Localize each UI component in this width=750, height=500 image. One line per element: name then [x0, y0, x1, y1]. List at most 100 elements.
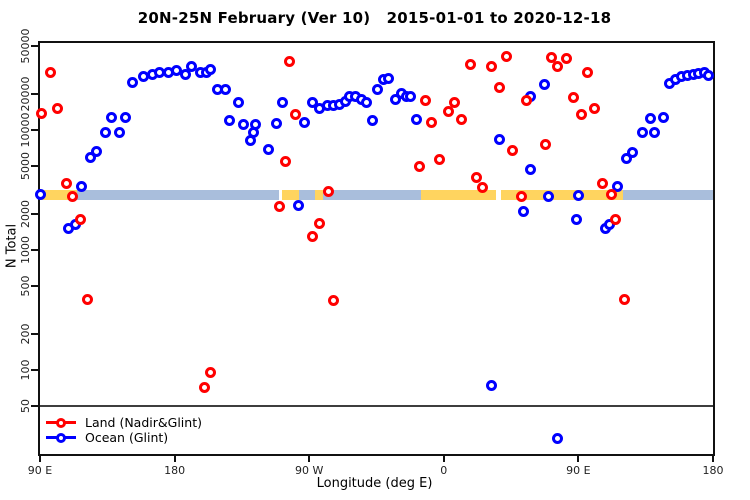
data-point	[36, 107, 47, 119]
data-point	[551, 60, 563, 72]
data-point	[360, 96, 372, 108]
band-segment	[623, 190, 713, 201]
data-point	[106, 112, 118, 124]
data-point	[471, 172, 483, 184]
legend-item-ocean: Ocean (Glint)	[46, 430, 202, 445]
data-point	[224, 114, 236, 126]
data-point	[237, 119, 249, 131]
data-point	[538, 78, 550, 90]
data-point	[619, 293, 631, 305]
data-point	[44, 67, 56, 79]
data-point	[486, 380, 498, 392]
data-point	[293, 199, 305, 211]
y-tick-label: 50000	[19, 28, 32, 64]
data-point	[517, 205, 529, 217]
x-tick-label: 180	[702, 464, 724, 477]
data-point	[327, 294, 339, 306]
y-tick	[31, 332, 39, 335]
data-point	[448, 96, 460, 108]
data-point	[119, 112, 131, 124]
y-tick	[31, 369, 39, 372]
x-tick	[308, 454, 311, 462]
y-tick	[31, 249, 39, 252]
legend-label-ocean: Ocean (Glint)	[85, 430, 169, 445]
x-tick	[39, 454, 41, 462]
data-point	[185, 60, 197, 72]
data-point	[649, 126, 661, 138]
legend-label-land: Land (Nadir&Glint)	[85, 415, 202, 430]
data-point	[270, 118, 282, 130]
y-tick	[31, 45, 39, 48]
data-point	[233, 96, 245, 108]
data-point	[493, 81, 505, 93]
data-point	[658, 111, 670, 123]
data-point	[299, 116, 311, 128]
data-point	[560, 53, 572, 65]
y-tick	[31, 128, 39, 131]
data-point	[542, 190, 554, 202]
data-point	[596, 178, 608, 190]
chart-title: 20N-25N February (Ver 10) 2015-01-01 to …	[137, 9, 612, 27]
data-point	[551, 432, 563, 444]
data-point	[74, 213, 86, 225]
data-point	[405, 90, 417, 102]
x-tick-label: 90 E	[566, 464, 591, 477]
data-point	[575, 109, 587, 121]
data-point	[507, 144, 519, 156]
data-point	[199, 381, 210, 393]
data-point	[67, 190, 79, 202]
data-point	[411, 114, 423, 126]
x-tick	[712, 454, 714, 462]
data-point	[61, 177, 73, 189]
data-point	[314, 218, 326, 230]
data-point	[382, 72, 394, 84]
data-point	[703, 70, 714, 82]
data-point	[581, 67, 593, 79]
data-point	[219, 84, 231, 96]
data-point	[306, 230, 318, 242]
data-point	[465, 59, 477, 71]
data-point	[273, 201, 285, 213]
band-segment	[77, 190, 280, 201]
data-point	[52, 102, 64, 114]
y-tick	[31, 165, 39, 168]
data-point	[204, 63, 216, 75]
data-point	[501, 50, 513, 62]
band-segment	[282, 190, 299, 201]
data-point	[626, 146, 638, 158]
data-point	[263, 143, 275, 155]
x-tick	[577, 454, 580, 462]
data-point	[516, 190, 528, 202]
x-tick	[442, 454, 445, 462]
legend-marker-land-icon	[46, 417, 76, 428]
data-point	[113, 127, 125, 139]
data-point	[290, 108, 302, 120]
data-point	[34, 189, 46, 200]
data-point	[610, 213, 622, 225]
data-point	[604, 219, 616, 231]
band-segment	[500, 190, 624, 201]
data-point	[204, 366, 216, 378]
x-axis-title: Longitude (deg E)	[316, 476, 433, 491]
band-segment	[40, 190, 78, 201]
data-point	[372, 84, 384, 96]
y-tick	[31, 405, 39, 408]
data-point	[568, 91, 580, 103]
data-point	[611, 180, 623, 192]
data-point	[477, 182, 489, 194]
data-point	[91, 146, 103, 158]
band-segment	[298, 190, 422, 201]
data-point	[637, 127, 649, 139]
legend: Land (Nadir&Glint) Ocean (Glint)	[46, 415, 202, 445]
data-point	[179, 68, 191, 80]
x-tick-label: 0	[440, 464, 448, 477]
data-point	[284, 56, 296, 68]
band-segment	[421, 190, 497, 201]
data-point	[127, 76, 139, 88]
data-point	[572, 189, 584, 201]
legend-marker-ocean-icon	[46, 432, 76, 443]
data-point	[249, 119, 261, 131]
data-point	[433, 153, 445, 165]
data-point	[414, 160, 426, 172]
